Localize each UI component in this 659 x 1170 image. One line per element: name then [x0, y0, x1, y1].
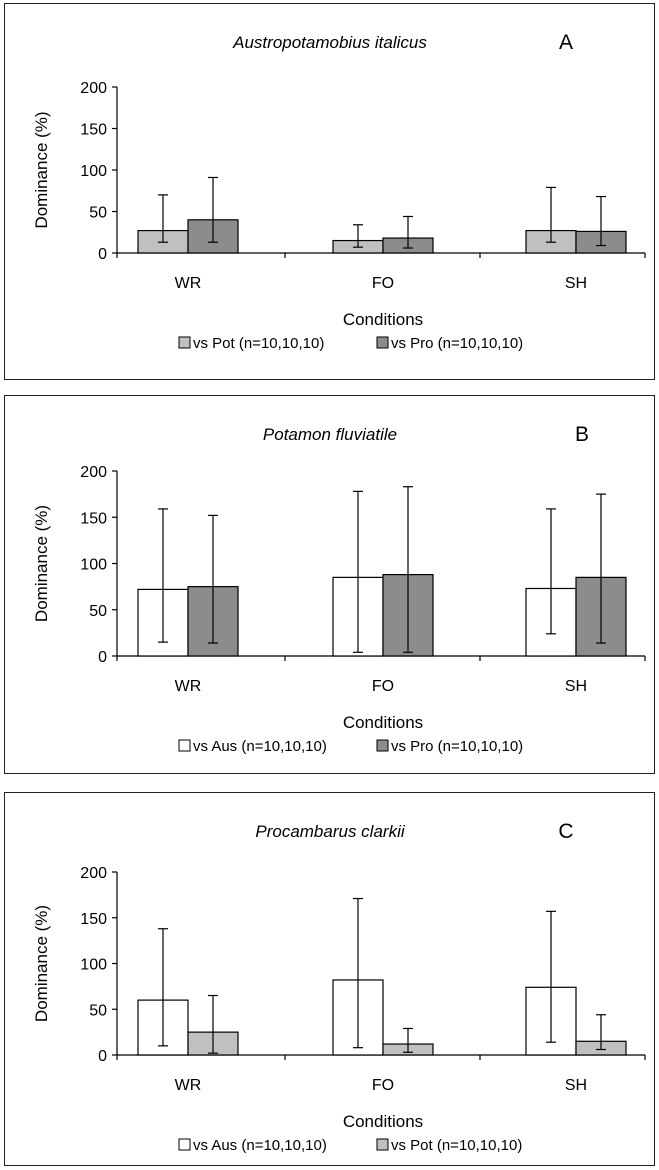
legend-swatch — [376, 1138, 389, 1151]
chart-b: Potamon fluviatile B 0 50 100 150 200 WR FO SH Con… — [32, 423, 646, 755]
legend-label: vs Pot (n=10,10,10) — [193, 335, 324, 352]
legend-swatch — [178, 336, 191, 349]
x-axis-label: Conditions — [343, 1112, 423, 1131]
legend-label: vs Pot (n=10,10,10) — [391, 1137, 522, 1154]
y-tick-label: 150 — [80, 911, 107, 928]
y-tick-label: 0 — [98, 246, 107, 263]
x-tick-label: WR — [175, 275, 202, 292]
legend-label: vs Aus (n=10,10,10) — [193, 1137, 327, 1154]
y-tick-label: 200 — [80, 80, 107, 97]
y-tick-label: 50 — [89, 603, 107, 620]
y-axis-label: Dominance (%) — [32, 505, 51, 622]
legend-label: vs Aus (n=10,10,10) — [193, 738, 327, 755]
legend-swatch — [178, 1138, 191, 1151]
x-axis-label: Conditions — [343, 310, 423, 329]
y-tick-label: 100 — [80, 557, 107, 574]
y-axis-label: Dominance (%) — [32, 111, 51, 228]
legend-swatch — [376, 739, 389, 752]
chart-title: Potamon fluviatile — [263, 425, 397, 444]
panel-letter: C — [558, 820, 573, 843]
y-tick-label: 50 — [89, 1002, 107, 1019]
chart-a: Austropotamobius italicus A 0 50 100 150 200 WR… — [32, 31, 646, 352]
y-tick-label: 0 — [98, 649, 107, 666]
y-tick-label: 100 — [80, 163, 107, 180]
y-axis-label: Dominance (%) — [32, 905, 51, 1022]
y-tick-label: 150 — [80, 510, 107, 527]
x-tick-label: FO — [372, 1077, 394, 1094]
chart-panel-c: Procambarus clarkii C 0 50 100 150 200 WR FO SH Co… — [4, 792, 655, 1166]
y-tick-label: 0 — [98, 1048, 107, 1065]
y-tick-label: 200 — [80, 865, 107, 882]
panel-letter: B — [575, 423, 589, 446]
panel-letter: A — [559, 31, 573, 54]
chart-c: Procambarus clarkii C 0 50 100 150 200 WR FO SH Co… — [32, 820, 646, 1154]
x-tick-label: FO — [372, 678, 394, 695]
chart-panel-b: Potamon fluviatile B 0 50 100 150 200 WR FO SH Con… — [4, 395, 655, 774]
x-tick-label: SH — [565, 1077, 587, 1094]
legend-swatch — [178, 739, 191, 752]
legend-label: vs Pro (n=10,10,10) — [391, 335, 523, 352]
chart-title: Austropotamobius italicus — [232, 33, 427, 52]
legend-swatch — [376, 336, 389, 349]
x-tick-label: SH — [565, 275, 587, 292]
legend-label: vs Pro (n=10,10,10) — [391, 738, 523, 755]
x-tick-label: WR — [175, 678, 202, 695]
x-tick-label: SH — [565, 678, 587, 695]
y-tick-label: 50 — [89, 205, 107, 222]
y-tick-label: 200 — [80, 464, 107, 481]
chart-title: Procambarus clarkii — [255, 822, 405, 841]
x-tick-label: FO — [372, 275, 394, 292]
x-tick-label: WR — [175, 1077, 202, 1094]
x-axis-label: Conditions — [343, 713, 423, 732]
chart-panel-a: Austropotamobius italicus A 0 50 100 150 200 WR… — [4, 3, 655, 380]
y-tick-label: 150 — [80, 122, 107, 139]
y-tick-label: 100 — [80, 957, 107, 974]
